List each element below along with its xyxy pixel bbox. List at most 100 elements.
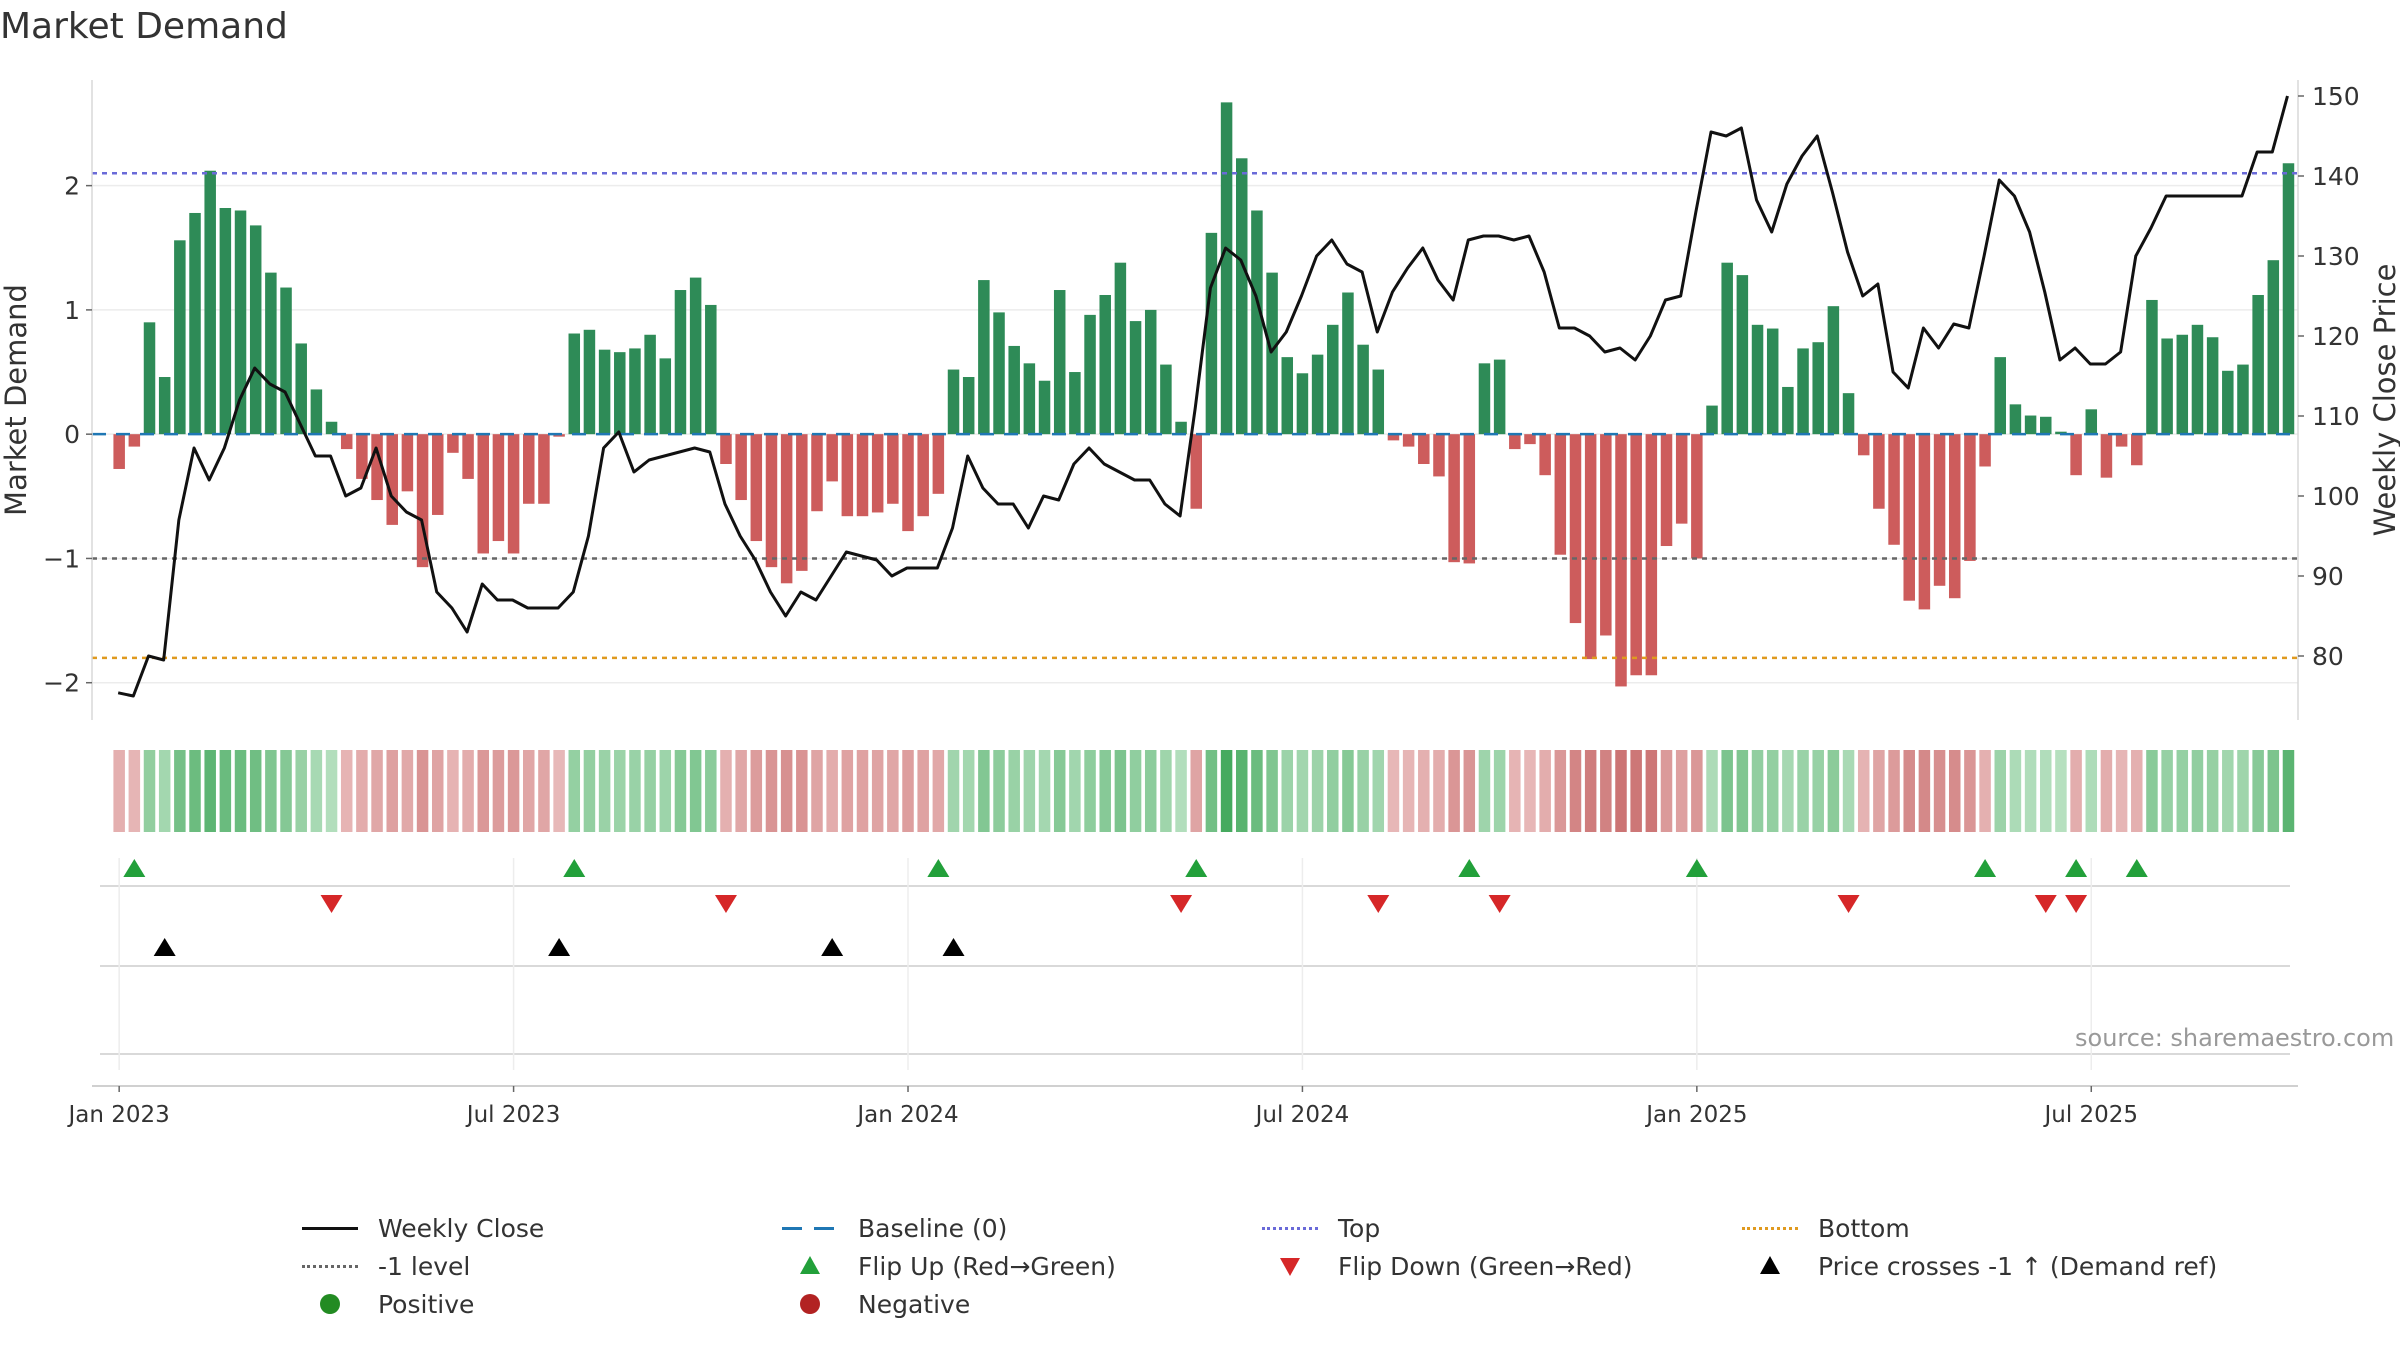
heat-cell [371, 750, 383, 832]
heat-cell [856, 750, 869, 832]
heat-cell [1736, 750, 1749, 832]
demand-bar [2176, 334, 2189, 435]
flip-down-marker [1837, 895, 1860, 913]
heat-cell [204, 750, 216, 832]
heat-cell [1402, 750, 1415, 832]
demand-bar [750, 434, 763, 542]
heat-cell [128, 750, 141, 832]
demand-bar [1008, 345, 1020, 435]
price-cross-marker [548, 938, 571, 956]
heat-cell [841, 750, 854, 832]
triangle-up-icon [1740, 1251, 1800, 1281]
demand-bar [2267, 260, 2280, 435]
heat-cell [720, 750, 732, 832]
flip-up-marker [2125, 859, 2148, 877]
heat-cell [219, 750, 232, 832]
signal-markers [100, 858, 2290, 1070]
demand-bar [1084, 314, 1096, 435]
heat-cell [1691, 750, 1703, 832]
demand-bar [128, 434, 141, 447]
y2-tick-label: 100 [2312, 482, 2360, 511]
triangle-down-icon [1260, 1251, 1320, 1281]
demand-bar [2282, 163, 2295, 435]
heat-cell [553, 750, 565, 832]
heat-cell [265, 750, 277, 832]
demand-bar [1675, 434, 1688, 524]
x-axis: Jan 2023 Jul 2023 Jan 2024 Jul 2024 Jan 2025… [67, 1085, 2298, 1128]
y-tick-label: 2 [64, 172, 80, 201]
heat-cell [887, 750, 899, 832]
heat-cell [2176, 750, 2189, 832]
demand-bar [1478, 363, 1491, 435]
flip-down-marker [1488, 895, 1511, 913]
heat-cell [2237, 750, 2249, 832]
heat-cell [1387, 750, 1400, 832]
heat-cell [2222, 750, 2234, 832]
flip-down-marker [320, 895, 343, 913]
legend-item-bottom: Bottom [1740, 1210, 1910, 1246]
price-cross-marker [942, 938, 965, 956]
heat-cell [1948, 750, 1961, 832]
market-demand-chart: −2 −1 0 1 2 80 90 100 110 120 130 140 150 Market Dema… [0, 80, 2400, 1128]
heat-cell [1342, 750, 1354, 832]
demand-bar [674, 290, 687, 435]
demand-bar [583, 329, 596, 435]
demand-bars [113, 102, 2295, 687]
demand-bar [2237, 364, 2249, 435]
demand-bar [416, 434, 429, 568]
demand-bar [113, 434, 125, 469]
heat-cell [1038, 750, 1051, 832]
heat-cell [431, 750, 444, 832]
dotted-line-key-icon [300, 1251, 360, 1281]
demand-bar [1812, 342, 1824, 435]
demand-bar [1281, 357, 1294, 435]
flip-down-marker [714, 895, 737, 913]
legend-label: Negative [858, 1289, 971, 1319]
heat-cell [1008, 750, 1020, 832]
heat-cell [1569, 750, 1582, 832]
flip-down-marker [2065, 895, 2088, 913]
demand-bar [1023, 363, 1036, 435]
dashed-line-key-icon [780, 1213, 840, 1243]
demand-bar [1205, 232, 1218, 435]
heat-cell [993, 750, 1005, 832]
heat-cell [780, 750, 793, 832]
heat-cell [1827, 750, 1840, 832]
heat-cell [583, 750, 596, 832]
y-tick-label: −1 [43, 544, 80, 573]
demand-bar [720, 434, 732, 464]
heat-cell [2161, 750, 2173, 832]
heat-cell [538, 750, 550, 832]
demand-bar [401, 434, 414, 492]
heat-cell [507, 750, 520, 832]
heat-cell [2146, 750, 2158, 832]
heat-cell [1190, 750, 1202, 832]
legend-label: -1 level [378, 1251, 471, 1281]
demand-bar [523, 434, 535, 504]
demand-bar [1433, 434, 1445, 477]
heat-cell [158, 750, 171, 832]
demand-bar [2115, 434, 2128, 447]
heat-cell [356, 750, 368, 832]
heat-cell [2282, 750, 2295, 832]
heat-cell [1584, 750, 1597, 832]
legend-label: Positive [378, 1289, 475, 1319]
heat-cell [1296, 750, 1309, 832]
legend-item-top: Top [1260, 1210, 1380, 1246]
demand-bar [158, 377, 171, 435]
demand-bar [462, 434, 474, 479]
legend-item-flip-up: Flip Up (Red→Green) [780, 1248, 1116, 1284]
demand-bar [371, 434, 383, 501]
heat-cell [1721, 750, 1733, 832]
dotted-line-key-icon [1740, 1213, 1800, 1243]
flip-up-marker [1185, 859, 1208, 877]
heat-cell [1539, 750, 1551, 832]
demand-bar [1509, 434, 1521, 450]
demand-bar [962, 377, 975, 435]
demand-bar [856, 434, 869, 517]
demand-bar [2040, 416, 2052, 435]
y-tick-label: −2 [43, 669, 80, 698]
heat-cell [1433, 750, 1445, 832]
heat-cell [1660, 750, 1673, 832]
heat-cell [492, 750, 505, 832]
